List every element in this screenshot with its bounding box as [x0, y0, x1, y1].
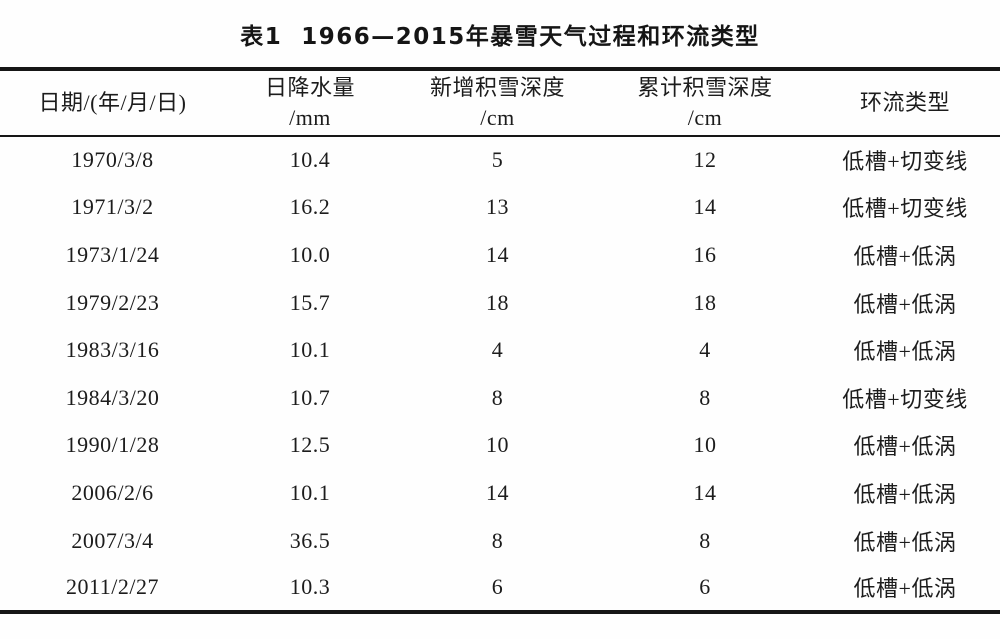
column-header-cumulative-snow-depth-unit: /cm [687, 105, 723, 130]
cell-date: 1973/1/24 [65, 241, 160, 267]
cell-circulation-type: 低槽+低涡 [853, 481, 957, 507]
column-header-date: 日期/(年/月/日) [0, 67, 225, 137]
table-row: 1973/1/24 10.0 14 16 低槽+低涡 [0, 231, 1000, 279]
cell-date: 1970/3/8 [71, 147, 154, 173]
cell-cumulative-snow-depth: 14 [693, 194, 717, 220]
cell-new-snow-depth: 13 [486, 194, 509, 220]
cell-new-snow-depth: 5 [491, 147, 504, 173]
cell-circulation-type: 低槽+低涡 [853, 339, 957, 365]
cell-daily-precipitation: 10.4 [289, 147, 331, 173]
column-header-daily-precipitation-unit: /mm [289, 105, 331, 130]
column-header-circulation-type: 环流类型 [810, 67, 1000, 137]
cell-new-snow-depth: 4 [491, 337, 504, 363]
cell-circulation-type: 低槽+切变线 [842, 386, 968, 412]
cell-date: 2006/2/6 [71, 479, 154, 505]
column-header-new-snow-depth-label: 新增积雪深度 [429, 75, 565, 100]
table-header-row: 日期/(年/月/日) 日降水量 /mm 新增积雪深度 /cm 累计积雪深度 /c… [0, 67, 1000, 137]
cell-circulation-type: 低槽+低涡 [853, 529, 957, 555]
cell-date: 1979/2/23 [65, 289, 160, 315]
column-header-cumulative-snow-depth: 累计积雪深度 /cm [600, 67, 810, 137]
cell-daily-precipitation: 10.3 [225, 564, 395, 614]
table-row: 2006/2/6 10.1 14 14 低槽+低涡 [0, 469, 1000, 517]
cell-cumulative-snow-depth: 4 [699, 337, 711, 363]
cell-daily-precipitation: 36.5 [289, 527, 331, 553]
cell-new-snow-depth: 8 [491, 527, 504, 553]
column-header-cumulative-snow-depth-label: 累计积雪深度 [637, 75, 773, 100]
cell-date: 1971/3/2 [71, 194, 154, 220]
cell-daily-precipitation: 10.1 [289, 337, 331, 363]
table-row: 1983/3/16 10.1 4 4 低槽+低涡 [0, 326, 1000, 374]
column-header-daily-precipitation-label: 日降水量 [264, 75, 355, 100]
column-header-date-label: 日期/(年/月/日) [38, 90, 187, 115]
cell-circulation-type: 低槽+低涡 [853, 243, 957, 269]
table-row: 1971/3/2 16.2 13 14 低槽+切变线 [0, 184, 1000, 232]
cell-daily-precipitation: 12.5 [289, 432, 331, 458]
cell-cumulative-snow-depth: 8 [699, 527, 711, 553]
cell-cumulative-snow-depth: 12 [693, 147, 717, 173]
cell-date: 2011/2/27 [0, 564, 225, 614]
cell-new-snow-depth: 8 [491, 384, 504, 410]
cell-date: 1983/3/16 [65, 337, 160, 363]
cell-cumulative-snow-depth: 8 [699, 384, 711, 410]
cell-circulation-type: 低槽+低涡 [853, 291, 957, 317]
cell-daily-precipitation: 10.7 [289, 384, 331, 410]
table-row: 1984/3/20 10.7 8 8 低槽+切变线 [0, 374, 1000, 422]
table-row: 1990/1/28 12.5 10 10 低槽+低涡 [0, 422, 1000, 470]
cell-date: 1990/1/28 [65, 432, 160, 458]
cell-cumulative-snow-depth: 16 [693, 241, 717, 267]
column-header-circulation-type-label: 环流类型 [859, 90, 950, 115]
cell-daily-precipitation: 16.2 [289, 194, 331, 220]
cell-date: 2007/3/4 [71, 527, 154, 553]
table-row: 2011/2/27 10.3 6 6 低槽+低涡 [0, 564, 1000, 614]
column-header-new-snow-depth-unit: /cm [480, 105, 515, 130]
table-title: 表1 1966—2015年暴雪天气过程和环流类型 [240, 24, 760, 50]
cell-new-snow-depth: 6 [395, 564, 600, 614]
cell-circulation-type: 低槽+低涡 [810, 564, 1000, 614]
cell-cumulative-snow-depth: 14 [693, 479, 717, 505]
cell-circulation-type: 低槽+切变线 [842, 196, 968, 222]
cell-date: 1984/3/20 [65, 384, 160, 410]
table-body: 1970/3/8 10.4 5 12 低槽+切变线 1971/3/2 16.2 13 14 低槽+… [0, 136, 1000, 614]
cell-cumulative-snow-depth: 10 [693, 432, 717, 458]
cell-daily-precipitation: 10.1 [289, 479, 331, 505]
cell-daily-precipitation: 10.0 [289, 241, 331, 267]
cell-new-snow-depth: 10 [486, 432, 509, 458]
table-row: 1979/2/23 15.7 18 18 低槽+低涡 [0, 279, 1000, 327]
table-row: 2007/3/4 36.5 8 8 低槽+低涡 [0, 517, 1000, 565]
column-header-new-snow-depth: 新增积雪深度 /cm [395, 67, 600, 137]
cell-daily-precipitation: 15.7 [289, 289, 331, 315]
cell-new-snow-depth: 18 [486, 289, 509, 315]
table-row: 1970/3/8 10.4 5 12 低槽+切变线 [0, 136, 1000, 184]
cell-new-snow-depth: 14 [486, 241, 509, 267]
data-table: 日期/(年/月/日) 日降水量 /mm 新增积雪深度 /cm 累计积雪深度 /c… [0, 67, 1000, 614]
cell-new-snow-depth: 14 [486, 479, 509, 505]
column-header-daily-precipitation: 日降水量 /mm [225, 67, 395, 137]
cell-circulation-type: 低槽+切变线 [842, 149, 968, 175]
cell-cumulative-snow-depth: 6 [600, 564, 810, 614]
cell-cumulative-snow-depth: 18 [693, 289, 717, 315]
cell-circulation-type: 低槽+低涡 [853, 434, 957, 460]
